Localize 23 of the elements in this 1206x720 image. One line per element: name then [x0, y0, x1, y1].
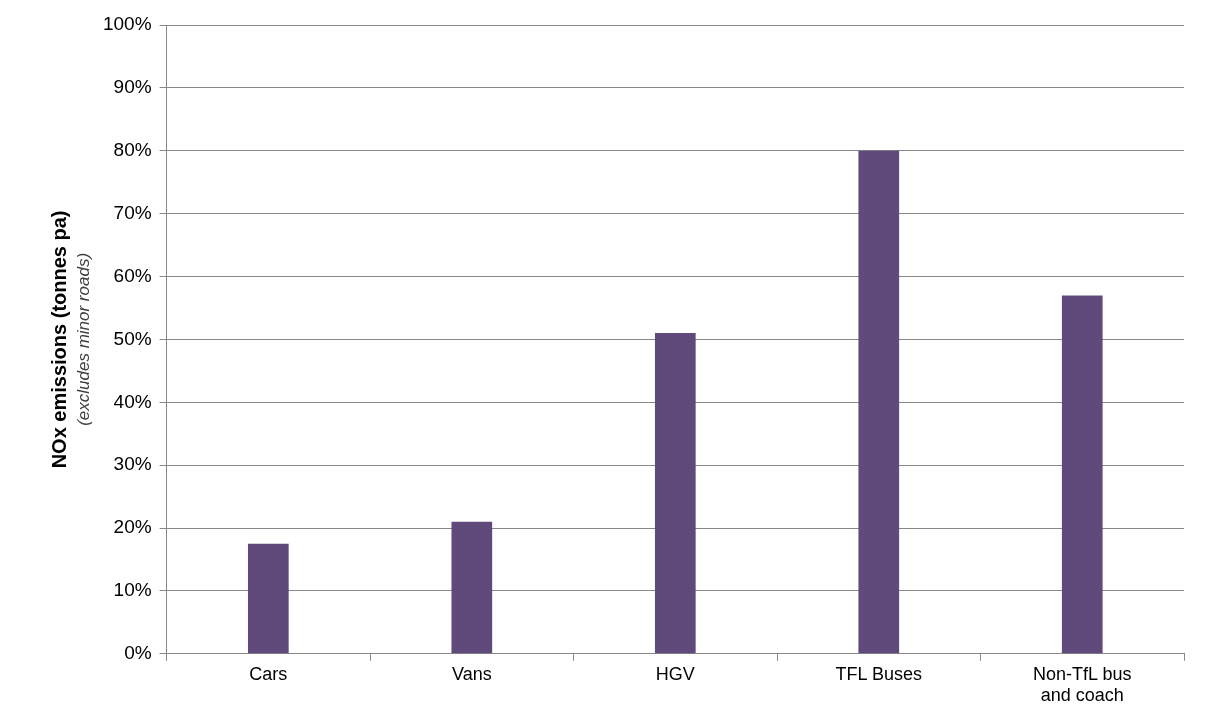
y-tick-label: 30% — [113, 453, 152, 475]
y-tick-label: 60% — [113, 264, 152, 286]
y-tick-label: 90% — [113, 76, 152, 98]
x-tick-label: HGV — [655, 663, 695, 684]
bar — [1061, 295, 1103, 654]
bar — [654, 333, 696, 654]
y-tick-label: 70% — [113, 201, 152, 223]
bar — [451, 521, 493, 654]
y-tick-label: 50% — [113, 327, 152, 349]
x-tick-label: Cars — [249, 663, 288, 684]
y-tick-label: 20% — [113, 516, 152, 538]
x-tick-label: Non-TfL bus and coach — [1033, 663, 1132, 706]
bar — [247, 543, 289, 654]
y-tick-label: 40% — [113, 390, 152, 412]
text: (excludes minor roads) — [73, 252, 93, 426]
y-tick-label: 100% — [102, 13, 152, 35]
y-tick-label: 80% — [113, 138, 152, 160]
y-tick-label: 0% — [124, 642, 152, 664]
x-tick-label: TFL Buses — [835, 663, 922, 684]
y-tick-label: 10% — [113, 579, 152, 601]
y-axis-title: NOx emissions (tonnes pa) — [47, 210, 70, 469]
x-tick-label: Vans — [451, 663, 492, 684]
bar — [858, 150, 900, 654]
